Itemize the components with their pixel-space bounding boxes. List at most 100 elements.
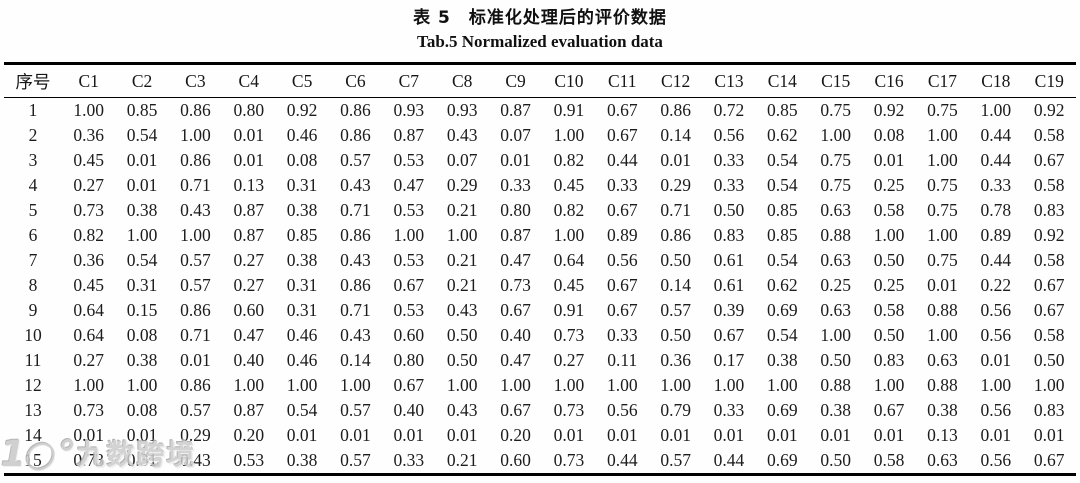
value-cell: 0.01 — [927, 275, 958, 295]
value-cell: 0.50 — [446, 325, 478, 345]
value-cell: 0.75 — [927, 100, 958, 120]
value-cell: 0.08 — [286, 150, 318, 170]
value-cell: 0.53 — [393, 250, 425, 270]
value-cell: 0.67 — [500, 300, 531, 320]
value-cell: 0.43 — [340, 325, 371, 345]
value-cell: 0.67 — [393, 375, 425, 395]
table-title-english: Tab.5 Normalized evaluation data — [417, 32, 663, 51]
value-cell: 0.44 — [606, 150, 638, 170]
column-header: C3 — [168, 63, 223, 98]
column-header: C12 — [648, 63, 703, 98]
table-head: 序号 C1 C2 C3 C4 C5 C6 C7 C8 C9 C10 C11 C12 C13 C14 C15 C1… — [4, 63, 1076, 98]
column-header: C16 — [862, 63, 916, 98]
value-cell: 0.86 — [660, 100, 691, 120]
value-cell: 0.64 — [553, 250, 585, 270]
serial-cell: 9 — [28, 300, 38, 320]
value-cell: 0.80 — [233, 100, 265, 120]
value-cell: 0.44 — [606, 450, 638, 470]
value-cell: 0.62 — [767, 275, 798, 295]
header-row: 序号 C1 C2 C3 C4 C5 C6 C7 C8 C9 C10 C11 C12 C13 C14 C15 C1… — [4, 63, 1076, 98]
value-cell: 0.86 — [340, 225, 371, 245]
value-cell: 0.29 — [180, 425, 211, 445]
value-cell: 0.71 — [180, 175, 211, 195]
table-body: 1 1.00 0.85 0.86 0.80 0.92 0.86 0.93 0.93 0.87 0.9… — [4, 98, 1076, 475]
table-title-chinese: 表 5 标准化处理后的评价数据 — [413, 8, 667, 28]
value-cell: 0.01 — [660, 425, 691, 445]
column-header: C19 — [1022, 63, 1076, 98]
value-cell: 0.01 — [286, 425, 318, 445]
value-cell: 0.54 — [767, 250, 798, 270]
value-cell: 0.43 — [446, 300, 478, 320]
value-cell: 0.86 — [340, 275, 371, 295]
value-cell: 0.73 — [500, 275, 531, 295]
value-cell: 0.67 — [393, 275, 425, 295]
value-cell: 0.33 — [393, 450, 425, 470]
value-cell: 0.01 — [980, 425, 1012, 445]
table-row: 8 0.45 0.31 0.57 0.27 0.31 0.86 0.67 0.21 0.73 0.4… — [4, 273, 1076, 298]
value-cell: 0.61 — [713, 250, 745, 270]
value-cell: 1.00 — [73, 100, 104, 120]
value-cell: 0.33 — [980, 175, 1012, 195]
value-cell: 0.31 — [286, 300, 318, 320]
value-cell: 0.67 — [713, 325, 745, 345]
value-cell: 0.33 — [500, 175, 531, 195]
value-cell: 0.86 — [180, 300, 211, 320]
value-cell: 0.73 — [553, 400, 585, 420]
value-cell: 1.00 — [927, 225, 958, 245]
value-cell: 0.53 — [393, 300, 425, 320]
value-cell: 0.43 — [180, 450, 211, 470]
value-cell: 0.80 — [500, 200, 531, 220]
value-cell: 0.56 — [606, 400, 638, 420]
value-cell: 0.44 — [980, 150, 1012, 170]
value-cell: 0.83 — [1033, 400, 1065, 420]
value-cell: 0.50 — [820, 350, 852, 370]
value-cell: 1.00 — [126, 375, 158, 395]
value-cell: 0.58 — [873, 450, 905, 470]
value-cell: 0.69 — [767, 400, 798, 420]
value-cell: 0.73 — [73, 450, 104, 470]
value-cell: 0.36 — [73, 125, 104, 145]
table-row: 12 1.00 1.00 0.86 1.00 1.00 1.00 0.67 1.00 1.00 1.… — [4, 373, 1076, 398]
value-cell: 0.33 — [713, 175, 745, 195]
value-cell: 0.57 — [180, 400, 211, 420]
value-cell: 1.00 — [767, 375, 798, 395]
value-cell: 0.50 — [660, 250, 691, 270]
value-cell: 0.14 — [660, 275, 691, 295]
serial-cell: 15 — [24, 450, 42, 470]
column-header: C11 — [595, 63, 649, 98]
value-cell: 0.50 — [873, 325, 905, 345]
table-row: 11 0.27 0.38 0.01 0.40 0.46 0.14 0.80 0.50 0.47 0.… — [4, 348, 1076, 373]
value-cell: 0.58 — [873, 200, 905, 220]
value-cell: 0.92 — [1033, 225, 1065, 245]
value-cell: 1.00 — [446, 225, 478, 245]
value-cell: 1.00 — [927, 125, 958, 145]
value-cell: 0.36 — [73, 250, 104, 270]
serial-cell: 1 — [28, 100, 38, 120]
value-cell: 0.38 — [286, 250, 318, 270]
value-cell: 0.01 — [393, 425, 425, 445]
value-cell: 0.45 — [73, 275, 104, 295]
column-header: C8 — [435, 63, 489, 98]
value-cell: 0.40 — [393, 400, 425, 420]
value-cell: 0.58 — [873, 300, 905, 320]
evaluation-data-table: 序号 C1 C2 C3 C4 C5 C6 C7 C8 C9 C10 C11 C12 C13 C14 C15 C1… — [4, 62, 1076, 476]
value-cell: 0.63 — [927, 450, 958, 470]
value-cell: 0.73 — [553, 325, 585, 345]
value-cell: 0.86 — [180, 375, 211, 395]
value-cell: 0.73 — [553, 450, 585, 470]
value-cell: 0.01 — [1033, 425, 1065, 445]
value-cell: 0.01 — [980, 350, 1012, 370]
value-cell: 0.27 — [73, 350, 104, 370]
value-cell: 0.01 — [126, 175, 158, 195]
value-cell: 0.75 — [820, 100, 852, 120]
column-header: C15 — [809, 63, 863, 98]
value-cell: 0.83 — [873, 350, 905, 370]
value-cell: 0.54 — [767, 150, 798, 170]
value-cell: 0.67 — [606, 100, 638, 120]
value-cell: 0.01 — [126, 150, 158, 170]
value-cell: 1.00 — [873, 225, 905, 245]
value-cell: 0.67 — [1033, 450, 1065, 470]
value-cell: 0.25 — [873, 175, 905, 195]
value-cell: 0.63 — [820, 250, 852, 270]
value-cell: 0.01 — [767, 425, 798, 445]
